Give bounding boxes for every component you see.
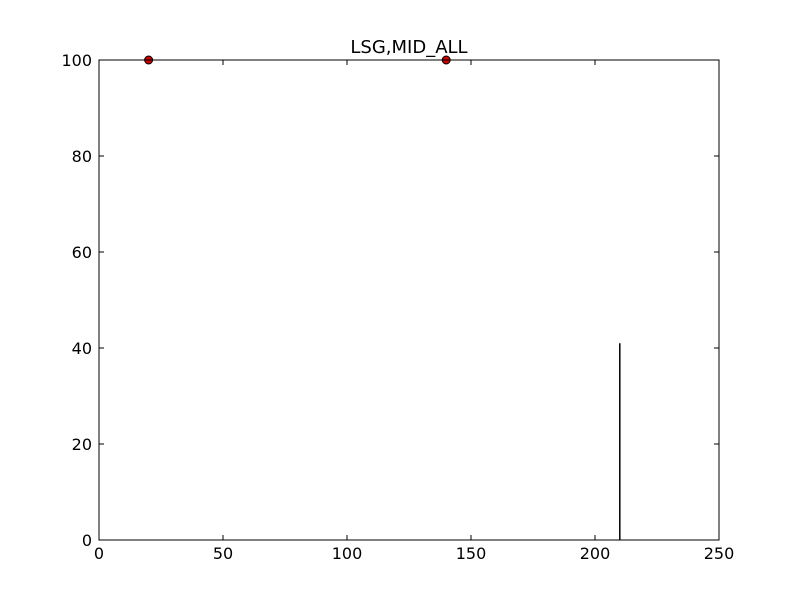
y-tick-label: 80 [72, 147, 92, 166]
y-tick-label: 60 [72, 243, 92, 262]
x-tick-label: 100 [332, 544, 363, 563]
y-tick-label: 100 [61, 51, 92, 70]
x-tick-label: 50 [213, 544, 233, 563]
x-tick-label: 250 [704, 544, 735, 563]
y-tick-label: 0 [82, 531, 92, 550]
x-axis: 0 50 100 150 200 250 [94, 60, 734, 563]
x-tick-label: 150 [456, 544, 487, 563]
chart-title: LSG,MID_ALL [350, 37, 467, 58]
x-tick-label: 0 [94, 544, 104, 563]
plot-frame [98, 59, 720, 541]
plot-marks [144, 55, 621, 540]
y-axis: 0 20 40 60 80 100 [61, 51, 719, 550]
y-tick-label: 40 [72, 339, 92, 358]
y-tick-label: 20 [72, 435, 92, 454]
x-tick-label: 200 [580, 544, 611, 563]
